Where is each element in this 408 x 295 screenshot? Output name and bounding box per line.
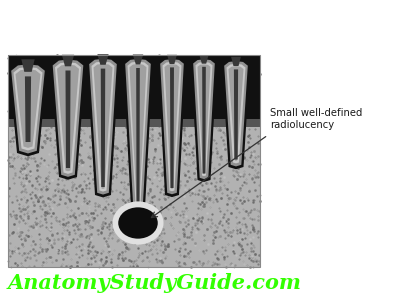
Polygon shape (167, 55, 177, 64)
Bar (8, 55, 260, 267)
Polygon shape (9, 62, 47, 156)
Ellipse shape (113, 201, 164, 245)
Polygon shape (133, 55, 143, 64)
Polygon shape (234, 69, 238, 160)
Polygon shape (101, 69, 105, 187)
Polygon shape (89, 59, 117, 194)
Polygon shape (125, 59, 151, 216)
Polygon shape (53, 60, 83, 177)
Polygon shape (93, 64, 113, 189)
Polygon shape (224, 61, 248, 166)
Polygon shape (202, 67, 206, 173)
Polygon shape (91, 61, 115, 191)
Polygon shape (228, 66, 244, 161)
Polygon shape (226, 64, 246, 163)
Polygon shape (21, 59, 35, 72)
Polygon shape (51, 57, 86, 180)
Polygon shape (158, 57, 186, 197)
Polygon shape (13, 67, 42, 150)
Text: AnatomyStudyGuide.com: AnatomyStudyGuide.com (8, 273, 302, 293)
Polygon shape (55, 62, 81, 174)
Polygon shape (62, 55, 74, 66)
Polygon shape (136, 68, 140, 211)
Polygon shape (160, 59, 184, 194)
Polygon shape (11, 64, 45, 153)
Polygon shape (16, 69, 40, 148)
Polygon shape (170, 67, 174, 188)
Polygon shape (65, 71, 71, 168)
Polygon shape (25, 76, 31, 142)
Bar (8, 55, 260, 123)
Bar (8, 119, 260, 127)
Polygon shape (191, 57, 217, 182)
Bar (8, 55, 260, 267)
Polygon shape (195, 62, 213, 176)
Polygon shape (129, 64, 146, 211)
Bar (8, 55, 260, 123)
Polygon shape (57, 65, 79, 171)
Text: Small well-defined
radiolucency: Small well-defined radiolucency (270, 108, 362, 130)
Polygon shape (164, 64, 180, 189)
Polygon shape (98, 54, 109, 65)
Polygon shape (193, 59, 215, 179)
Polygon shape (197, 64, 211, 174)
Polygon shape (87, 56, 119, 197)
Polygon shape (222, 58, 250, 169)
Polygon shape (162, 62, 182, 191)
Polygon shape (200, 55, 208, 64)
Polygon shape (123, 56, 153, 219)
Polygon shape (231, 57, 241, 66)
Polygon shape (127, 62, 149, 213)
Ellipse shape (118, 207, 158, 239)
